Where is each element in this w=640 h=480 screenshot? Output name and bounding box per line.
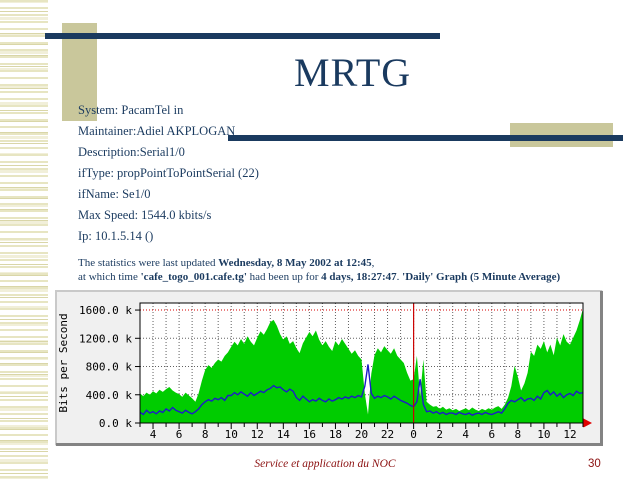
info-line-maxspeed: Max Speed: 1544.0 kbits/s	[78, 208, 212, 222]
page-number: 30	[588, 458, 601, 470]
svg-text:2: 2	[436, 428, 443, 441]
svg-text:6: 6	[176, 428, 183, 441]
svg-text:4: 4	[462, 428, 469, 441]
mrtg-daily-graph: 0.0 k 400.0 k 800.0 k 1200.0 k 1600.0 k 4 6 8 10…	[55, 290, 603, 446]
info-line-ip: Ip: 10.1.5.14 ()	[78, 229, 154, 243]
svg-text:4: 4	[150, 428, 157, 441]
info-line-system: System: PacamTel in	[78, 103, 184, 117]
svg-text:18: 18	[329, 428, 342, 441]
interface-info-block: System: PacamTel in Maintainer:Adiel AKP…	[78, 100, 498, 247]
svg-text:20: 20	[355, 428, 368, 441]
middle-accent-bar	[228, 135, 623, 141]
svg-text:10: 10	[225, 428, 238, 441]
svg-text:14: 14	[277, 428, 291, 441]
svg-text:8: 8	[515, 428, 522, 441]
svg-text:22: 22	[381, 428, 394, 441]
svg-text:10: 10	[537, 428, 550, 441]
svg-text:12: 12	[563, 428, 576, 441]
svg-text:400.0 k: 400.0 k	[86, 389, 133, 402]
left-stripe-decoration	[0, 0, 48, 480]
svg-text:6: 6	[488, 428, 495, 441]
page-title: MRTG	[294, 50, 412, 95]
info-line-iftype: ifType: propPointToPointSerial (22)	[78, 166, 259, 180]
svg-text:16: 16	[303, 428, 316, 441]
svg-text:8: 8	[202, 428, 209, 441]
svg-text:Bits per Second: Bits per Second	[57, 313, 70, 412]
info-line-ifname: ifName: Se1/0	[78, 187, 151, 201]
svg-text:0: 0	[410, 428, 417, 441]
stats-line-1: The statistics were last updated Wednesd…	[78, 257, 375, 269]
top-accent-bar	[45, 33, 440, 39]
last-updated-statistics: The statistics were last updated Wednesd…	[78, 256, 598, 284]
stats-line-2: at which time 'cafe_togo_001.cafe.tg' ha…	[78, 271, 561, 283]
info-line-description: Description:Serial1/0	[78, 145, 185, 159]
footer-text: Service et application du NOC	[254, 458, 396, 470]
svg-text:1200.0 k: 1200.0 k	[79, 332, 132, 345]
mrtg-daily-graph-panel: 0.0 k 400.0 k 800.0 k 1200.0 k 1600.0 k 4 6 8 10…	[55, 290, 603, 446]
svg-text:1600.0 k: 1600.0 k	[79, 304, 132, 317]
info-line-maintainer: Maintainer:Adiel AKPLOGAN	[78, 124, 236, 138]
tan-accent-block-top	[62, 23, 97, 121]
svg-text:800.0 k: 800.0 k	[86, 361, 133, 374]
svg-text:0.0 k: 0.0 k	[99, 417, 132, 430]
svg-text:12: 12	[251, 428, 264, 441]
